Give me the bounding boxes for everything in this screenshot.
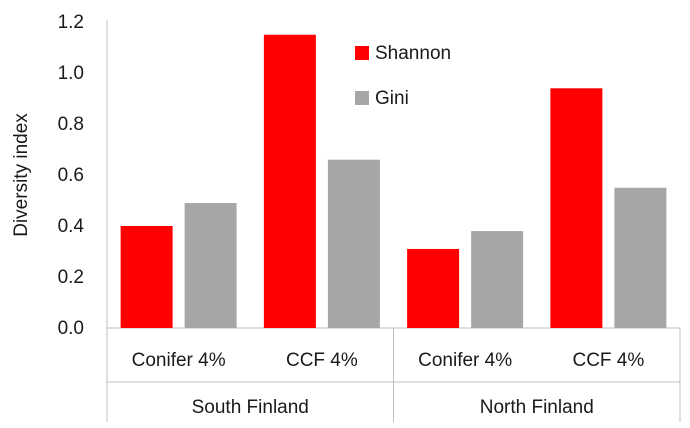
y-tick-label-5: 1.0: [58, 63, 84, 84]
y-axis-title: Diversity index: [11, 113, 32, 237]
y-tick-label-0: 0.0: [58, 318, 84, 339]
y-tick-label-1: 0.2: [58, 267, 84, 288]
y-tick-label-6: 1.2: [58, 12, 84, 33]
category-label-3: CCF 4%: [572, 350, 644, 371]
bar-shannon-0: [120, 226, 173, 328]
legend-label-shannon: Shannon: [375, 43, 451, 64]
group-label-1: North Finland: [480, 397, 594, 418]
bar-gini-2: [471, 231, 524, 328]
category-label-0: Conifer 4%: [132, 350, 226, 371]
chart-legend: Shannon Gini: [355, 43, 451, 109]
legend-label-gini: Gini: [375, 88, 409, 109]
bar-gini-0: [184, 203, 237, 328]
category-label-2: Conifer 4%: [418, 350, 512, 371]
legend-swatch-gini: [355, 91, 369, 105]
chart-bars: [120, 34, 667, 328]
y-tick-label-3: 0.6: [58, 165, 84, 186]
y-tick-label-4: 0.8: [58, 114, 84, 135]
y-tick-label-2: 0.4: [58, 216, 85, 237]
category-label-1: CCF 4%: [286, 350, 358, 371]
bar-shannon-3: [550, 88, 603, 328]
bar-shannon-1: [263, 34, 316, 328]
legend-swatch-shannon: [355, 46, 369, 60]
bar-gini-3: [614, 187, 667, 328]
bar-gini-1: [327, 159, 380, 328]
group-label-0: South Finland: [192, 397, 309, 418]
chart-labels: 0.0 0.2 0.4 0.6 0.8 1.0 1.2 Conifer 4% CCF 4% Con…: [58, 12, 645, 418]
bar-shannon-2: [407, 248, 460, 328]
